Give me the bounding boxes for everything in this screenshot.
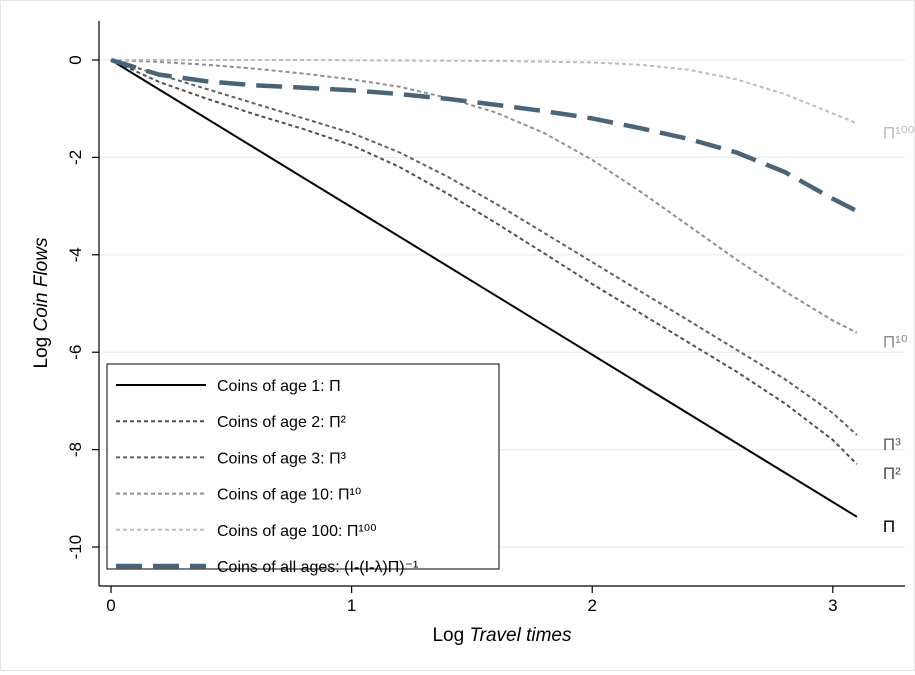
legend: Coins of age 1: Π Coins of age 2: Π² Coins… <box>106 363 500 576</box>
y-tick-label: -2 <box>66 150 85 165</box>
legend-box <box>106 363 500 570</box>
legend-label-age1: Coins of age 1: Π <box>217 378 341 395</box>
x-tick-label: 0 <box>106 596 115 615</box>
legend-label-age2: Coins of age 2: Π² <box>217 414 347 431</box>
series-lines <box>110 57 858 518</box>
x-tick-label: 1 <box>347 596 356 615</box>
series-end-label-age100: Π¹⁰⁰ <box>883 123 914 142</box>
series-line-age10 <box>110 59 858 334</box>
y-tick-label: 0 <box>66 55 85 64</box>
x-tick-label: 2 <box>587 596 596 615</box>
x-axis-title: Log Travel times <box>432 625 572 646</box>
series-end-label-age1: Π <box>883 517 895 536</box>
legend-label-age100: Coins of age 100: Π¹⁰⁰ <box>217 523 377 540</box>
series-end-labels: Π Π² Π³ Π¹⁰ Π¹⁰⁰ <box>883 123 915 536</box>
x-tick-label: 3 <box>828 596 837 615</box>
y-axis-ticks: 0 -2 -4 -6 -8 -10 <box>66 55 99 559</box>
series-line-age2 <box>110 59 858 465</box>
series-end-label-age2: Π² <box>883 464 901 483</box>
series-end-label-age10: Π¹⁰ <box>883 333 908 352</box>
series-line-age1 <box>110 59 858 518</box>
y-tick-label: -8 <box>66 442 85 457</box>
series-line-age100 <box>111 59 858 125</box>
legend-label-age3: Coins of age 3: Π³ <box>217 450 347 467</box>
y-tick-label: -10 <box>66 535 85 560</box>
y-axis-title: Log Coin Flows <box>31 237 52 368</box>
y-tick-label: -4 <box>66 247 85 262</box>
legend-label-age10: Coins of age 10: Π¹⁰ <box>217 487 361 504</box>
series-end-label-age3: Π³ <box>883 435 901 454</box>
series-line-all <box>110 57 858 214</box>
series-line-age3 <box>110 59 858 436</box>
x-axis-ticks: 0 1 2 3 <box>106 586 838 615</box>
legend-label-all: Coins of all ages: (I-(I-λ)Π)⁻¹ <box>217 559 418 576</box>
y-tick-label: -6 <box>66 345 85 360</box>
